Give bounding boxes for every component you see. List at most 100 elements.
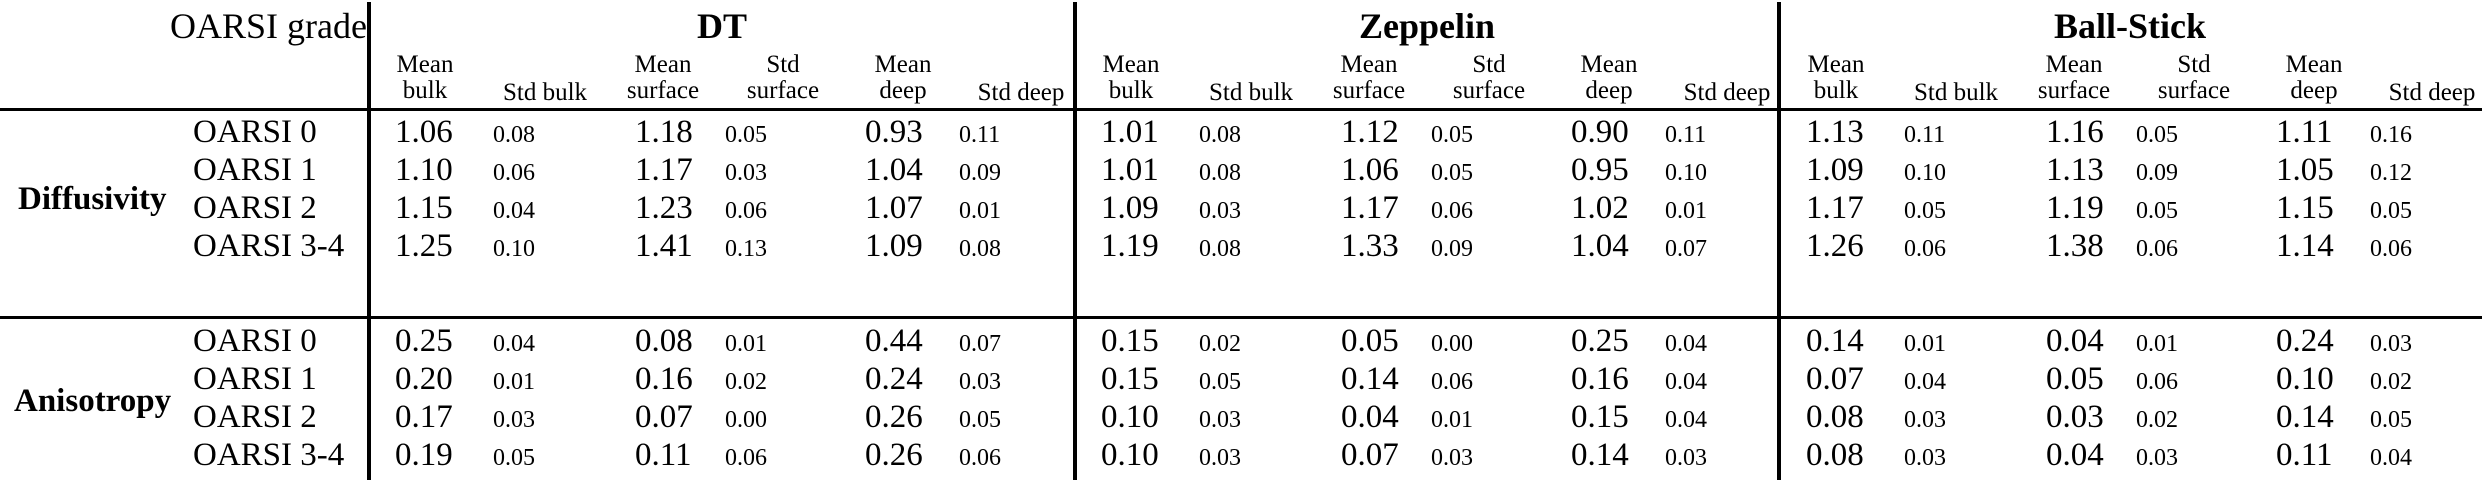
column-header: Std surface: [1452, 51, 1526, 105]
mean-cell: 0.05: [1341, 323, 1399, 359]
column-header: Mean bulk: [1102, 51, 1160, 105]
std-cell: 0.05: [1431, 122, 1473, 148]
std-cell: 0.06: [2136, 369, 2178, 395]
mean-cell: 0.04: [2046, 323, 2104, 359]
std-cell: 0.03: [959, 369, 1001, 395]
std-cell: 0.03: [2370, 331, 2412, 357]
mean-cell: 1.04: [865, 152, 923, 188]
mean-cell: 1.19: [1101, 228, 1159, 264]
mean-cell: 1.25: [395, 228, 453, 264]
std-cell: 0.03: [1199, 198, 1241, 224]
std-cell: 0.06: [725, 445, 767, 471]
column-header: Std deep: [2388, 79, 2476, 106]
mean-cell: 1.33: [1341, 228, 1399, 264]
column-separator: [1073, 2, 1077, 480]
std-cell: 0.10: [1904, 160, 1946, 186]
column-header: Std bulk: [1208, 79, 1294, 106]
std-cell: 0.05: [2370, 407, 2412, 433]
mean-cell: 0.14: [2276, 399, 2334, 435]
mean-cell: 1.10: [395, 152, 453, 188]
mean-cell: 0.10: [1101, 399, 1159, 435]
column-header: Mean deep: [1580, 51, 1638, 105]
mean-cell: 0.07: [1806, 361, 1864, 397]
mean-cell: 0.95: [1571, 152, 1629, 188]
std-cell: 0.10: [493, 236, 535, 262]
std-cell: 0.09: [2136, 160, 2178, 186]
group-label: Anisotropy: [14, 383, 172, 419]
mean-cell: 0.16: [1571, 361, 1629, 397]
std-cell: 0.06: [1431, 198, 1473, 224]
std-cell: 0.06: [493, 160, 535, 186]
std-cell: 0.08: [493, 122, 535, 148]
column-header: Mean bulk: [396, 51, 454, 105]
mean-cell: 0.05: [2046, 361, 2104, 397]
std-cell: 0.03: [493, 407, 535, 433]
group-label: Diffusivity: [18, 181, 167, 217]
mean-cell: 1.07: [865, 190, 923, 226]
std-cell: 0.01: [1431, 407, 1473, 433]
mean-cell: 1.41: [635, 228, 693, 264]
mean-cell: 0.14: [1571, 437, 1629, 473]
std-cell: 0.07: [1665, 236, 1707, 262]
column-header: Mean deep: [874, 51, 932, 105]
mean-cell: 0.08: [635, 323, 693, 359]
std-cell: 0.03: [1665, 445, 1707, 471]
std-cell: 0.05: [1199, 369, 1241, 395]
row-grade-label: OARSI 3-4: [193, 437, 345, 473]
column-header: Mean bulk: [1807, 51, 1865, 105]
std-cell: 0.01: [959, 198, 1001, 224]
std-cell: 0.04: [1665, 407, 1707, 433]
mean-cell: 0.10: [1101, 437, 1159, 473]
std-cell: 0.08: [1199, 236, 1241, 262]
std-cell: 0.04: [1904, 369, 1946, 395]
column-header: Std surface: [746, 51, 820, 105]
mean-cell: 0.90: [1571, 114, 1629, 150]
mean-cell: 0.24: [2276, 323, 2334, 359]
column-separator: [1777, 2, 1781, 480]
std-cell: 0.03: [1199, 407, 1241, 433]
std-cell: 0.13: [725, 236, 767, 262]
mean-cell: 1.09: [1101, 190, 1159, 226]
std-cell: 0.09: [1431, 236, 1473, 262]
mean-cell: 1.17: [635, 152, 693, 188]
mean-cell: 1.26: [1806, 228, 1864, 264]
mean-cell: 0.44: [865, 323, 923, 359]
std-cell: 0.05: [493, 445, 535, 471]
mean-cell: 1.19: [2046, 190, 2104, 226]
std-cell: 0.16: [2370, 122, 2412, 148]
model-header: DT: [696, 6, 748, 46]
mean-cell: 1.05: [2276, 152, 2334, 188]
std-cell: 0.03: [1431, 445, 1473, 471]
std-cell: 0.05: [1904, 198, 1946, 224]
column-header: Std surface: [2157, 51, 2231, 105]
std-cell: 0.09: [959, 160, 1001, 186]
mean-cell: 0.19: [395, 437, 453, 473]
mean-cell: 1.16: [2046, 114, 2104, 150]
mean-cell: 0.11: [2276, 437, 2333, 473]
std-cell: 0.11: [959, 122, 1001, 148]
mean-cell: 0.93: [865, 114, 923, 150]
column-separator: [367, 2, 371, 480]
row-grade-label: OARSI 1: [193, 361, 317, 397]
row-grade-label: OARSI 0: [193, 323, 317, 359]
std-cell: 0.06: [1431, 369, 1473, 395]
mean-cell: 1.02: [1571, 190, 1629, 226]
std-cell: 0.03: [725, 160, 767, 186]
column-header: Mean surface: [1332, 51, 1406, 105]
column-header: Mean surface: [2037, 51, 2111, 105]
std-cell: 0.05: [1431, 160, 1473, 186]
std-cell: 0.05: [2136, 122, 2178, 148]
mean-cell: 1.13: [1806, 114, 1864, 150]
column-header: Mean deep: [2285, 51, 2343, 105]
std-cell: 0.01: [493, 369, 535, 395]
std-cell: 0.01: [725, 331, 767, 357]
row-separator: [0, 316, 2482, 319]
std-cell: 0.08: [1199, 122, 1241, 148]
std-cell: 0.05: [725, 122, 767, 148]
mean-cell: 0.25: [395, 323, 453, 359]
std-cell: 0.06: [725, 198, 767, 224]
std-cell: 0.03: [1904, 407, 1946, 433]
std-cell: 0.04: [493, 331, 535, 357]
std-cell: 0.04: [493, 198, 535, 224]
mean-cell: 1.13: [2046, 152, 2104, 188]
